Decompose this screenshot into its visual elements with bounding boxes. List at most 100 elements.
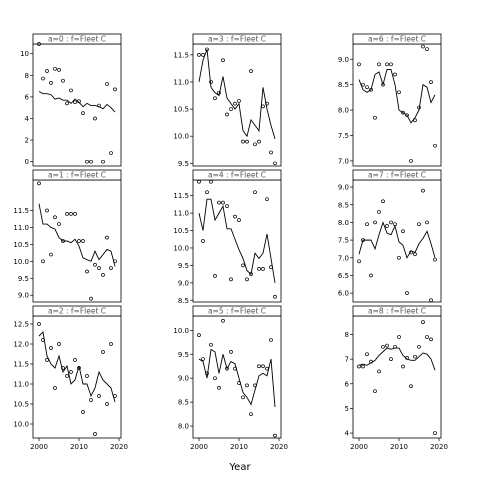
- y-tick-label: 10.0: [13, 258, 29, 266]
- data-point: [109, 266, 113, 270]
- data-point: [93, 116, 97, 121]
- panel-strip: [352, 33, 442, 45]
- data-point: [425, 335, 429, 339]
- data-point: [425, 47, 429, 51]
- data-point: [361, 82, 365, 87]
- data-point: [37, 42, 41, 46]
- data-point: [105, 235, 109, 240]
- panel-2: a=6 : f=Fleet C 7.0 7.5 8.0 8.5 9.0: [338, 33, 442, 167]
- data-point: [201, 357, 205, 361]
- data-point: [209, 342, 213, 347]
- data-point: [205, 190, 209, 195]
- y-tick-label: 9.0: [18, 292, 29, 300]
- data-point: [241, 395, 245, 400]
- data-point: [265, 197, 269, 202]
- x-tick-label: 2010: [70, 443, 88, 451]
- data-point: [241, 139, 245, 144]
- data-point: [401, 229, 405, 234]
- data-point: [417, 222, 421, 227]
- data-point: [221, 58, 225, 63]
- x-tick-label: 2020: [430, 443, 448, 451]
- data-point: [233, 366, 237, 371]
- data-point: [201, 239, 205, 243]
- y-tick-label: 11.0: [173, 210, 189, 218]
- y-tick-label: 10.0: [173, 244, 189, 252]
- data-point: [365, 85, 369, 90]
- panel-8: a=8 : f=Fleet C 4 5 6 7 8 2000 2010 2020: [345, 305, 448, 451]
- data-point: [369, 273, 373, 278]
- data-point: [365, 352, 369, 357]
- x-tick-label: 2010: [230, 443, 248, 451]
- panel-strip: [352, 169, 442, 181]
- data-point: [253, 383, 257, 388]
- data-point: [429, 80, 433, 84]
- data-point: [357, 62, 361, 67]
- data-point: [209, 80, 213, 84]
- x-tick-label: 2020: [270, 443, 288, 451]
- data-point: [421, 44, 425, 49]
- data-point: [81, 410, 85, 414]
- data-point: [249, 272, 253, 276]
- y-tick-label: 11.0: [13, 381, 29, 389]
- data-point: [65, 101, 69, 106]
- data-point: [413, 354, 417, 359]
- y-tick-label: 9.0: [178, 375, 189, 383]
- fitted-line: [358, 347, 436, 371]
- data-point: [217, 90, 221, 95]
- data-point: [261, 267, 265, 271]
- data-point: [69, 88, 73, 93]
- data-point: [261, 104, 265, 109]
- data-point: [245, 139, 249, 144]
- data-point: [269, 150, 273, 155]
- y-tick-label: 11.5: [173, 192, 189, 200]
- data-point: [113, 87, 117, 92]
- data-point: [81, 111, 85, 115]
- panel-title: a=6 : f=Fleet C: [368, 35, 426, 44]
- data-point: [217, 385, 221, 390]
- y-tick-label: 9.5: [18, 275, 29, 283]
- data-point: [373, 220, 377, 225]
- data-point: [109, 151, 113, 155]
- data-point: [385, 343, 389, 348]
- panel-frame: [352, 43, 442, 167]
- data-point: [397, 255, 401, 260]
- data-point: [53, 215, 57, 220]
- data-point: [249, 69, 253, 73]
- data-point: [37, 181, 41, 186]
- data-point: [61, 366, 65, 370]
- data-point: [233, 214, 237, 219]
- y-tick-label: 5: [345, 405, 349, 413]
- data-point: [89, 398, 93, 402]
- y-tick-label: 11.5: [13, 207, 29, 215]
- data-point: [221, 200, 225, 205]
- data-point: [397, 335, 401, 339]
- data-point: [65, 374, 69, 378]
- data-point: [361, 238, 365, 242]
- data-point: [237, 218, 241, 222]
- data-point: [409, 250, 413, 255]
- data-point: [253, 142, 257, 147]
- data-point: [229, 277, 233, 282]
- data-point: [41, 259, 45, 264]
- data-point: [389, 357, 393, 361]
- panel-strip: [32, 169, 122, 181]
- data-point: [85, 374, 89, 378]
- data-point: [417, 344, 421, 349]
- data-point: [249, 412, 253, 416]
- data-point: [229, 107, 233, 111]
- data-point: [197, 52, 201, 57]
- y-tick-label: 7.0: [338, 254, 349, 262]
- y-tick-label: 8.5: [178, 297, 189, 305]
- y-tick-label: 7.5: [338, 132, 349, 140]
- data-point: [225, 204, 229, 208]
- y-tick-label: 8.0: [338, 107, 349, 115]
- y-tick-label: 10.5: [13, 401, 29, 409]
- panel-strip: [32, 305, 122, 317]
- data-point: [273, 161, 277, 166]
- panel-title: a=2 : f=Fleet C: [48, 307, 106, 316]
- x-axis-title: Year: [228, 462, 251, 473]
- data-point: [417, 105, 421, 110]
- data-point: [45, 358, 49, 362]
- data-point: [365, 222, 369, 227]
